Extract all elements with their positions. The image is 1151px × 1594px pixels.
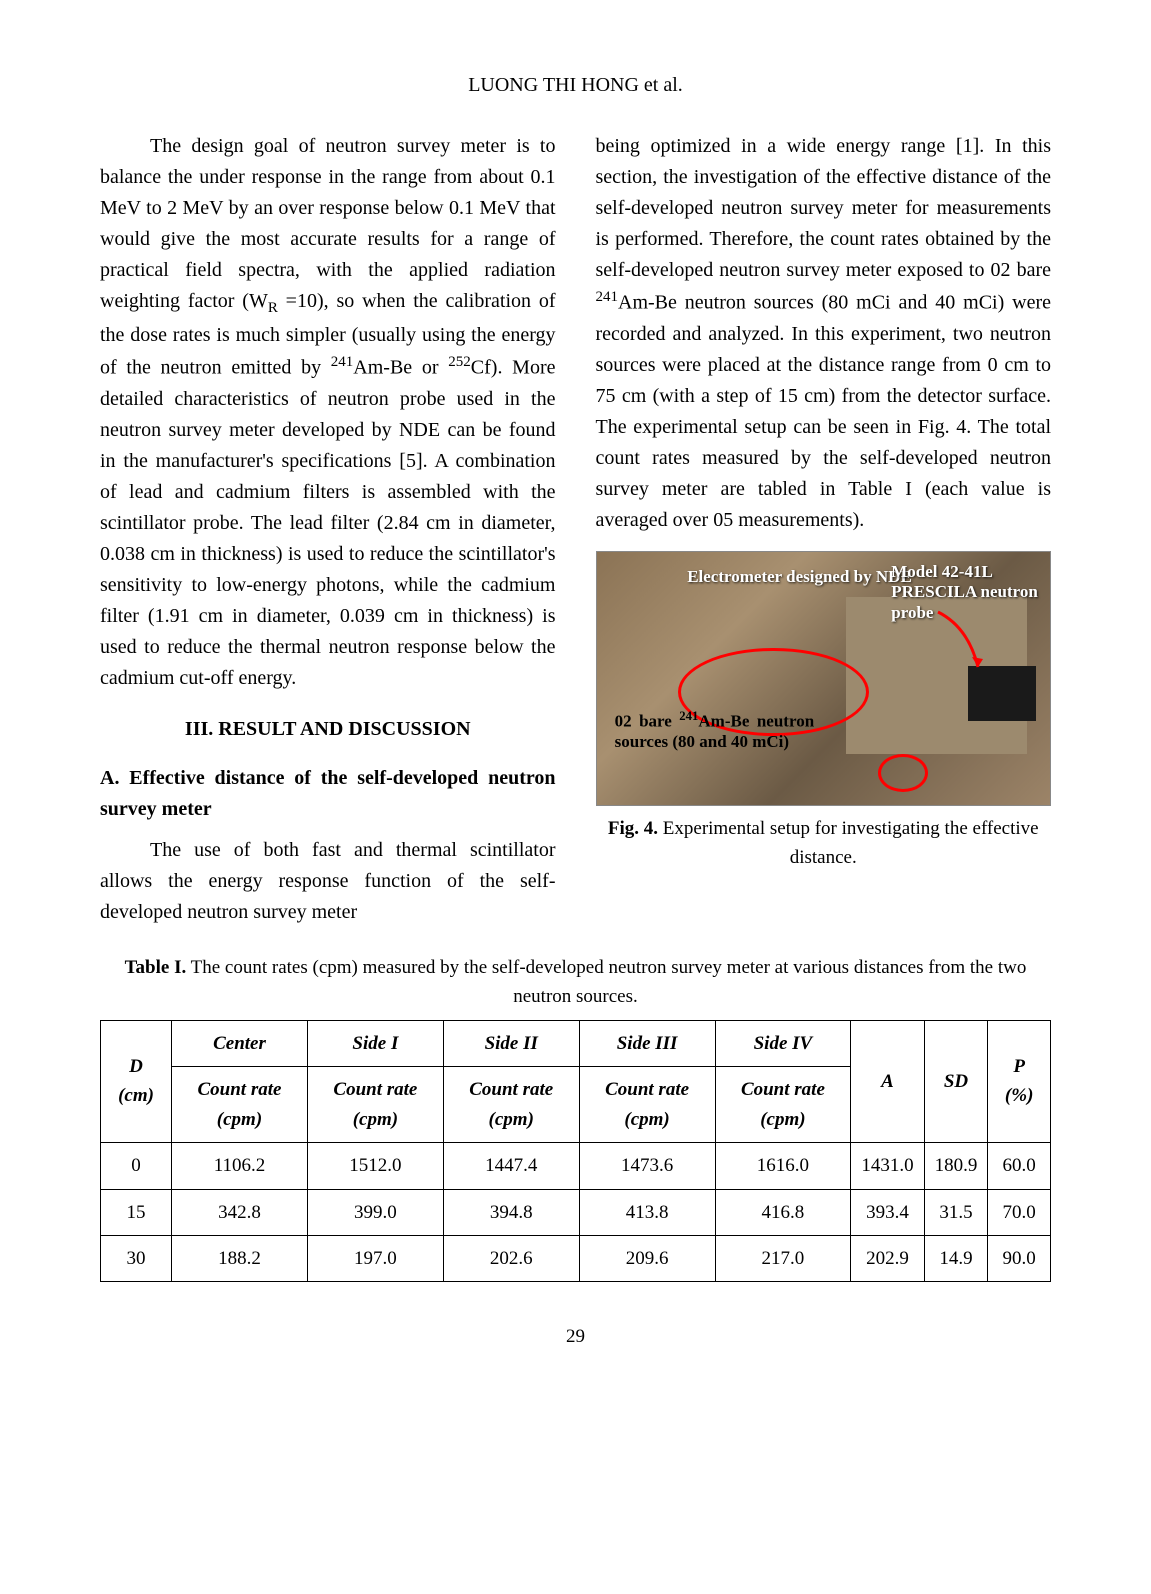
superscript-241: 241 [596, 289, 619, 305]
cell-s3: 1473.6 [579, 1143, 715, 1189]
th-sub-s4: Count rate (cpm) [715, 1067, 851, 1143]
table-1-caption: Table I. The count rates (cpm) measured … [100, 953, 1051, 1012]
cell-a: 393.4 [851, 1189, 924, 1235]
cell-s2: 394.8 [443, 1189, 579, 1235]
cell-s1: 399.0 [307, 1189, 443, 1235]
superscript-241: 241 [331, 354, 354, 370]
cell-c: 1106.2 [172, 1143, 308, 1189]
text-segment: The design goal of neutron survey meter … [100, 135, 556, 312]
cell-p: 70.0 [988, 1189, 1051, 1235]
paragraph-scintillator: The use of both fast and thermal scintil… [100, 835, 556, 928]
page-header-authors: LUONG THI HONG et al. [100, 70, 1051, 101]
cell-s3: 413.8 [579, 1189, 715, 1235]
table-count-rates: D (cm) Center Side I Side II Side III Si… [100, 1020, 1051, 1283]
cell-d: 15 [101, 1189, 172, 1235]
cell-sd: 31.5 [924, 1189, 988, 1235]
cell-d: 30 [101, 1235, 172, 1281]
table-caption-text: The count rates (cpm) measured by the se… [186, 957, 1026, 1007]
right-column: being optimized in a wide energy range [… [596, 131, 1052, 928]
cell-a: 1431.0 [851, 1143, 924, 1189]
table-header-row-1: D (cm) Center Side I Side II Side III Si… [101, 1020, 1051, 1066]
cell-d: 0 [101, 1143, 172, 1189]
cell-c: 188.2 [172, 1235, 308, 1281]
cell-a: 202.9 [851, 1235, 924, 1281]
table-caption-label: Table I. [125, 957, 187, 978]
figure-4-image: Electrometer designed by NDE Model 42-41… [596, 551, 1052, 806]
cell-s4: 416.8 [715, 1189, 851, 1235]
figure-label-sources: 02 bare 241Am-Be neutron sources (80 and… [615, 709, 815, 752]
cell-p: 90.0 [988, 1235, 1051, 1281]
th-sub-center: Count rate (cpm) [172, 1067, 308, 1143]
th-sub-s2: Count rate (cpm) [443, 1067, 579, 1143]
cell-s4: 217.0 [715, 1235, 851, 1281]
cell-p: 60.0 [988, 1143, 1051, 1189]
cell-s1: 1512.0 [307, 1143, 443, 1189]
figure-caption-text: Experimental setup for investigating the… [658, 818, 1039, 868]
cell-s1: 197.0 [307, 1235, 443, 1281]
th-sd: SD [924, 1020, 988, 1142]
page-number: 29 [100, 1322, 1051, 1351]
cell-c: 342.8 [172, 1189, 308, 1235]
cell-sd: 180.9 [924, 1143, 988, 1189]
text-segment: Am-Be or [353, 357, 448, 379]
superscript-241: 241 [679, 709, 698, 723]
th-side1: Side I [307, 1020, 443, 1066]
red-circle-sources [878, 754, 928, 792]
table-body: 0 1106.2 1512.0 1447.4 1473.6 1616.0 143… [101, 1143, 1051, 1282]
th-sub-s1: Count rate (cpm) [307, 1067, 443, 1143]
figure-label-electrometer: Electrometer designed by NDE [687, 567, 912, 587]
figure-caption-label: Fig. 4. [608, 818, 658, 839]
cell-s2: 202.6 [443, 1235, 579, 1281]
paragraph-design-goal: The design goal of neutron survey meter … [100, 131, 556, 694]
text-segment: 02 bare [615, 711, 680, 730]
th-p: P (%) [988, 1020, 1051, 1142]
th-a: A [851, 1020, 924, 1142]
cell-s2: 1447.4 [443, 1143, 579, 1189]
cell-s3: 209.6 [579, 1235, 715, 1281]
superscript-252: 252 [448, 354, 471, 370]
th-side2: Side II [443, 1020, 579, 1066]
th-side4: Side IV [715, 1020, 851, 1066]
table-row: 15 342.8 399.0 394.8 413.8 416.8 393.4 3… [101, 1189, 1051, 1235]
figure-4: Electrometer designed by NDE Model 42-41… [596, 551, 1052, 873]
table-row: 30 188.2 197.0 202.6 209.6 217.0 202.9 1… [101, 1235, 1051, 1281]
text-segment: Am-Be neutron sources (80 mCi and 40 mCi… [596, 292, 1052, 531]
left-column: The design goal of neutron survey meter … [100, 131, 556, 928]
subsection-heading-effective-distance: A. Effective distance of the self-develo… [100, 763, 556, 825]
table-row: 0 1106.2 1512.0 1447.4 1473.6 1616.0 143… [101, 1143, 1051, 1189]
text-segment: being optimized in a wide energy range [… [596, 135, 1052, 281]
text-segment: Cf). More detailed characteristics of ne… [100, 357, 556, 689]
cell-s4: 1616.0 [715, 1143, 851, 1189]
figure-label-model: Model 42-41L PRESCILA neutron probe [891, 562, 1041, 623]
figure-4-caption: Fig. 4. Experimental setup for investiga… [596, 814, 1052, 873]
th-side3: Side III [579, 1020, 715, 1066]
subscript-wr: R [268, 300, 278, 316]
cell-sd: 14.9 [924, 1235, 988, 1281]
section-heading-result: III. RESULT AND DISCUSSION [100, 714, 556, 745]
th-center: Center [172, 1020, 308, 1066]
paragraph-optimized: being optimized in a wide energy range [… [596, 131, 1052, 536]
two-column-layout: The design goal of neutron survey meter … [100, 131, 1051, 928]
th-d: D (cm) [101, 1020, 172, 1142]
th-sub-s3: Count rate (cpm) [579, 1067, 715, 1143]
